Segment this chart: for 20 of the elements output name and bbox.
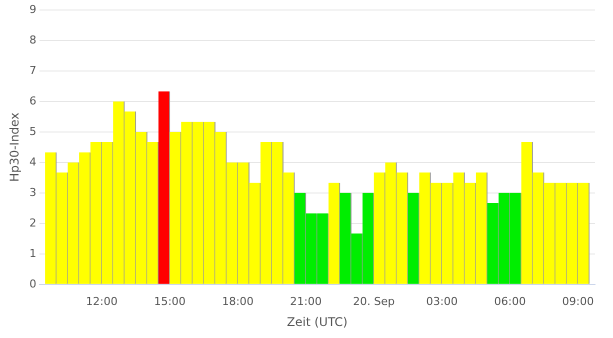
y-tick-label: 9 (29, 2, 36, 16)
x-tick-label: 20. Sep (353, 294, 395, 308)
y-axis-title: Hp30-Index (7, 112, 22, 182)
y-tick-label: 2 (29, 216, 36, 230)
x-tick-label: 06:00 (494, 294, 526, 308)
x-axis-title: Zeit (UTC) (286, 314, 348, 329)
y-tick-label: 8 (29, 33, 36, 46)
x-tick-label: 12:00 (86, 294, 118, 308)
y-tick-label: 5 (29, 124, 36, 138)
y-tick-label: 7 (29, 64, 36, 77)
y-tick-label: 4 (29, 155, 36, 168)
x-tick-label: 03:00 (426, 294, 458, 308)
x-tick-label: 15:00 (154, 294, 186, 308)
y-tick-label: 6 (29, 94, 36, 108)
x-tick-label: 09:00 (562, 294, 594, 308)
y-tick-label: 0 (29, 277, 36, 290)
y-tick-label: 1 (29, 246, 36, 260)
x-tick-label: 21:00 (290, 294, 322, 308)
x-tick-label: 18:00 (222, 294, 254, 308)
y-tick-label: 3 (29, 186, 36, 199)
